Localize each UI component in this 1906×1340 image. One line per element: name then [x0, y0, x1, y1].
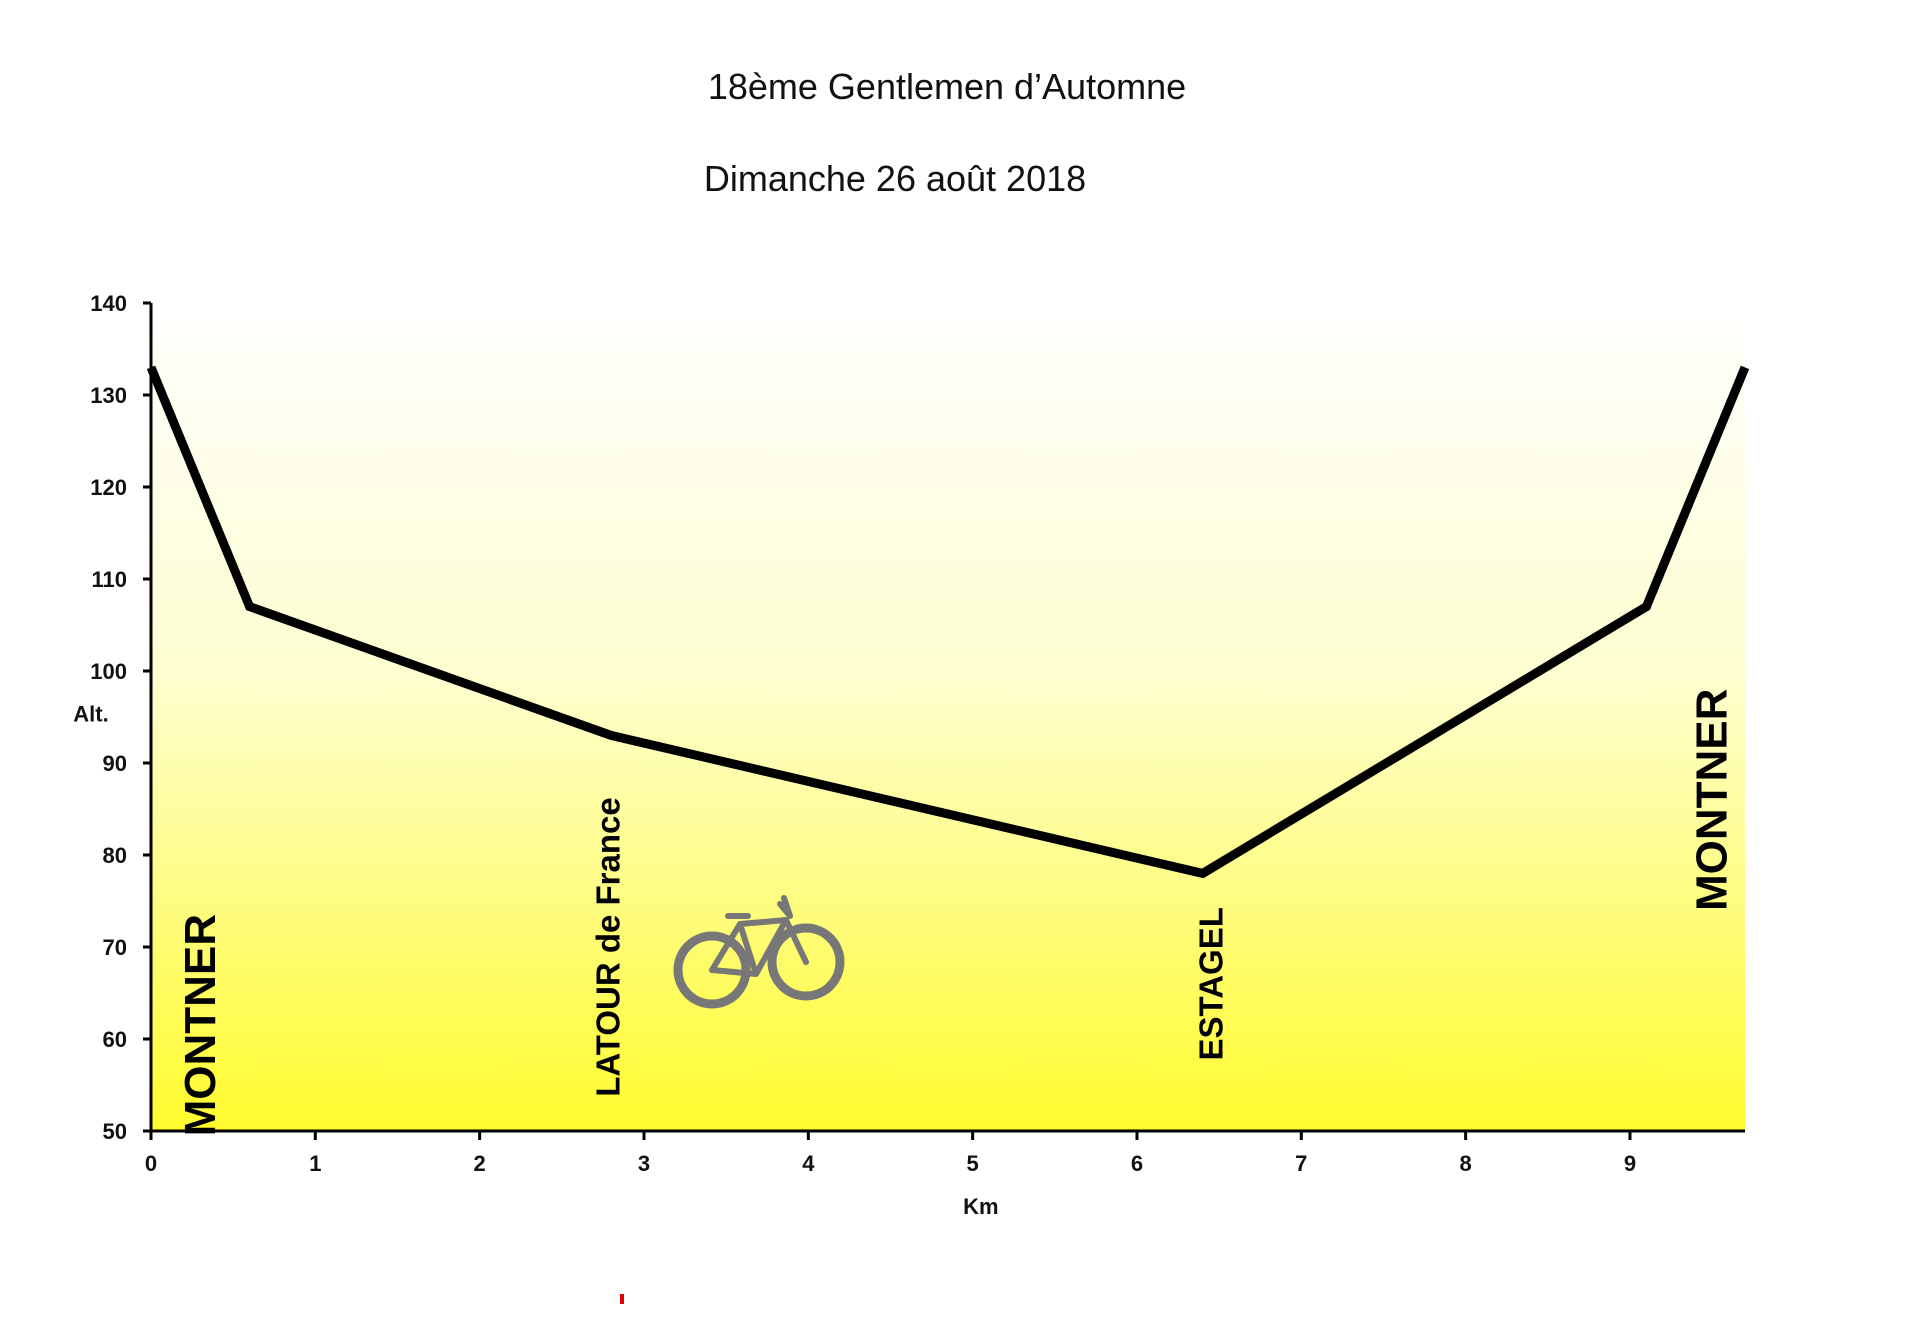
bicycle-icon: [673, 895, 845, 1009]
y-axis-label: Alt.: [73, 702, 108, 727]
place-label: MONTNER: [176, 914, 225, 1136]
x-tick-label: 7: [1295, 1151, 1307, 1176]
y-tick-label: 70: [103, 935, 127, 960]
x-tick-label: 5: [967, 1151, 979, 1176]
x-tick-label: 3: [638, 1151, 650, 1176]
bike-wheel-rear: [673, 931, 751, 1009]
y-tick-label: 90: [103, 751, 127, 776]
x-tick-label: 6: [1131, 1151, 1143, 1176]
x-tick-label: 0: [145, 1151, 157, 1176]
chart-title: 18ème Gentlemen d’Automne: [707, 66, 1187, 107]
red-mark: [620, 1294, 624, 1304]
y-tick-label: 120: [90, 475, 127, 500]
place-label: MONTNER: [1688, 689, 1737, 911]
x-tick-label: 1: [309, 1151, 321, 1176]
place-labels: MONTNER LATOUR de France ESTAGEL MONTNER: [176, 689, 1737, 1137]
x-tick-label: 2: [474, 1151, 486, 1176]
y-tick-label: 140: [90, 291, 127, 316]
y-tick-label: 110: [92, 567, 128, 592]
axes: 50 60 70 80 90 100 110 120 130 140 0 1 2 3 4 5 6 7 8 9 Km Alt…: [73, 291, 1745, 1219]
x-tick-label: 9: [1624, 1151, 1636, 1176]
x-tick-label: 8: [1460, 1151, 1472, 1176]
place-label: ESTAGEL: [1192, 907, 1229, 1060]
x-tick-label: 4: [802, 1151, 815, 1176]
bike-frame: [709, 895, 809, 977]
y-tick-label: 80: [103, 843, 127, 868]
plot-background: [151, 303, 1745, 1131]
bike-wheel-front: [767, 923, 845, 1001]
title-block: 18ème Gentlemen d’Automne Dimanche 26 ao…: [0, 0, 1906, 220]
chart-subtitle: Dimanche 26 août 2018: [703, 158, 1087, 199]
y-tick-label: 100: [90, 659, 127, 684]
place-label: LATOUR de France: [589, 797, 626, 1097]
x-axis-label: Km: [963, 1194, 998, 1219]
elevation-line: [146, 365, 1750, 879]
y-tick-label: 50: [103, 1119, 127, 1144]
y-tick-label: 60: [103, 1027, 127, 1052]
y-tick-label: 130: [90, 383, 127, 408]
